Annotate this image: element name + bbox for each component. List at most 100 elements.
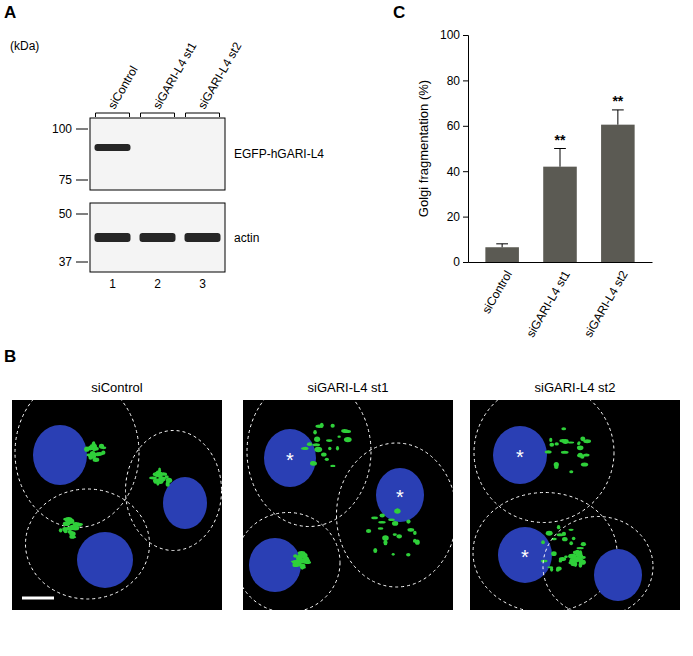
fragmentation-mark: * — [521, 546, 529, 568]
cell-outline — [337, 443, 454, 587]
panel-letter: C — [393, 3, 405, 22]
blot-band — [140, 233, 176, 242]
golgi — [570, 556, 576, 559]
golgi — [541, 560, 548, 562]
golgi — [344, 437, 352, 442]
golgi — [415, 540, 420, 545]
fragmentation-mark: * — [286, 449, 294, 471]
golgi — [63, 521, 71, 526]
significance: ** — [612, 93, 623, 109]
lane-bracket — [186, 113, 220, 117]
lane-label: siControl — [105, 63, 141, 111]
bar — [601, 125, 635, 262]
lane-label: siGARI-L4 st1 — [150, 40, 200, 112]
lane-number: 2 — [154, 277, 161, 291]
golgi — [312, 443, 320, 446]
marker-label: 75 — [59, 173, 73, 187]
golgi — [541, 540, 545, 544]
golgi — [557, 533, 564, 536]
y-axis-title: Golgi fragmentation (%) — [416, 80, 431, 217]
marker-label: 37 — [59, 255, 73, 269]
y-tick-label: 0 — [453, 255, 460, 269]
y-tick: 80 — [447, 74, 468, 88]
golgi — [393, 533, 397, 536]
y-axis: 020406080100 — [440, 28, 469, 269]
golgi — [328, 447, 331, 451]
golgi — [574, 562, 577, 567]
y-tick-line — [463, 171, 468, 172]
golgi — [313, 430, 317, 435]
micrograph: ** — [236, 377, 457, 613]
golgi — [301, 447, 309, 449]
image-background — [12, 400, 222, 610]
golgi — [69, 531, 75, 536]
error-bar — [612, 110, 624, 125]
blot-frame — [90, 118, 225, 190]
cell-outline — [126, 431, 222, 551]
golgi — [551, 551, 557, 556]
golgi — [559, 557, 566, 561]
fragmentation-mark: * — [516, 446, 524, 468]
golgi — [154, 479, 160, 483]
marker-tick — [76, 180, 88, 181]
golgi — [394, 509, 400, 514]
golgi — [583, 439, 591, 443]
image-title: siControl — [91, 380, 142, 395]
cell-outline — [15, 400, 139, 528]
blot-label: EGFP-hGARI-L4 — [234, 147, 324, 161]
micrograph: ** — [470, 383, 680, 617]
golgi — [378, 527, 384, 530]
golgi — [388, 518, 395, 521]
marker-label: 100 — [52, 122, 72, 136]
golgi — [578, 441, 581, 444]
marker-tick — [76, 129, 88, 130]
golgi — [554, 462, 559, 467]
image-background — [243, 400, 453, 610]
nucleus — [163, 477, 207, 529]
nucleus — [264, 429, 316, 487]
golgi — [93, 458, 100, 462]
y-axis-line — [463, 36, 469, 263]
marker-label: 50 — [59, 207, 73, 221]
golgi — [554, 442, 558, 445]
golgi — [314, 447, 322, 453]
golgi — [549, 443, 554, 447]
y-tick: 60 — [447, 119, 468, 133]
golgi — [155, 472, 162, 474]
golgi — [556, 566, 562, 570]
golgi — [366, 529, 371, 533]
golgi — [92, 444, 97, 449]
golgi — [549, 438, 552, 442]
golgi — [88, 456, 92, 460]
y-tick-label: 20 — [447, 210, 461, 224]
lane-bracket — [141, 113, 175, 117]
golgi — [94, 452, 102, 456]
panel-b: BsiControl**siGARI-L4 st1**siGARI-L4 st2 — [4, 347, 680, 617]
golgi — [336, 446, 339, 450]
fragmentation-mark: * — [396, 486, 404, 508]
panel-a: A(kDa)siControlsiGARI-L4 st1siGARI-L4 st… — [4, 3, 324, 291]
x-tick-label: siGARI-L4 st1 — [523, 268, 573, 340]
blot-label: actin — [234, 231, 259, 245]
x-tick: siControl — [479, 262, 515, 316]
panel-letter: A — [4, 3, 16, 22]
golgi — [579, 562, 583, 568]
nucleus — [249, 538, 301, 592]
marker-tick — [76, 262, 88, 263]
blot-frame — [90, 203, 225, 272]
x-tick-label: siControl — [479, 268, 515, 316]
y-tick-line — [463, 262, 468, 263]
golgi — [64, 529, 68, 533]
golgi — [371, 517, 378, 520]
golgi — [573, 551, 579, 555]
golgi — [396, 508, 400, 512]
golgi — [578, 556, 583, 559]
golgi — [406, 520, 410, 524]
golgi — [581, 542, 586, 546]
golgi — [341, 429, 348, 433]
y-tick: 0 — [453, 255, 468, 269]
unit-label: (kDa) — [10, 39, 39, 53]
cell-outline — [543, 517, 653, 611]
golgi — [292, 563, 298, 567]
golgi — [314, 436, 320, 441]
